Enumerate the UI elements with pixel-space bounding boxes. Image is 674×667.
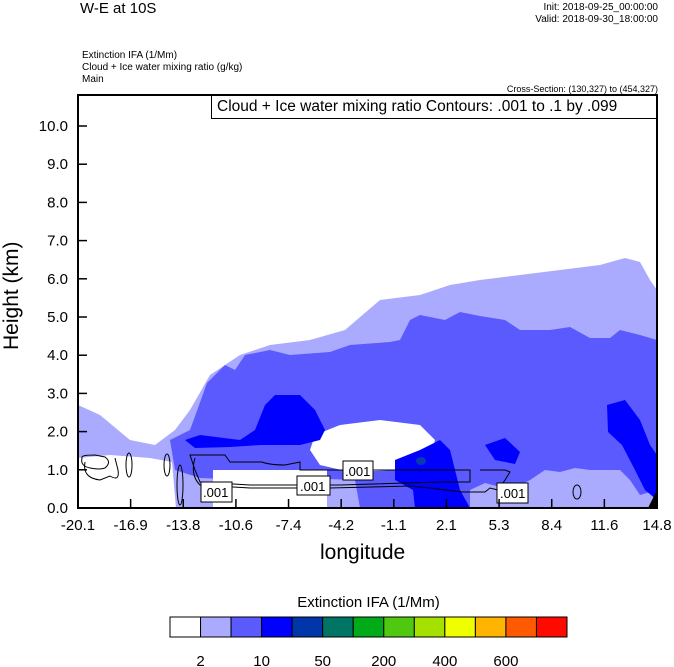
x-tick-label: 2.1	[436, 517, 457, 534]
colorbar-swatch	[352, 616, 385, 638]
x-tick-label: 11.6	[590, 517, 618, 534]
x-tick-label: -1.1	[381, 517, 407, 534]
colorbar-swatch	[291, 616, 324, 638]
y-axis-label: Height (km)	[0, 241, 23, 350]
field-label-mixing-ratio: Cloud + Ice water mixing ratio (g/kg)	[82, 62, 243, 73]
colorbar-label: 10	[253, 653, 270, 667]
x-axis-label: longitude	[320, 541, 406, 564]
colorbar-swatch	[200, 616, 232, 638]
x-tick-label: 14.8	[642, 517, 671, 534]
colorbar-title: Extinction IFA (1/Mm)	[297, 594, 440, 611]
init-time: Init: 2018-09-25_00:00:00	[543, 2, 658, 13]
y-tick-label: 0.0	[47, 500, 68, 517]
filled-contours	[78, 258, 657, 508]
colorbar-swatch	[322, 616, 354, 638]
x-tick-label: 8.4	[541, 517, 562, 534]
plot-title: W-E at 10S	[80, 0, 157, 17]
y-tick-label: 10.0	[39, 118, 68, 135]
colorbar-swatch	[413, 616, 446, 638]
contour-line	[84, 457, 119, 481]
y-tick-label: 6.0	[47, 271, 68, 288]
contour-line	[81, 454, 109, 470]
axes: -20.1 -16.9 -13.8 -10.6 -7.4 -4.2 -1.1 2.1 5.3 8.…	[39, 118, 672, 534]
contour-label: .001	[345, 464, 370, 479]
y-tick-label: 5.0	[47, 309, 68, 326]
contour-labels: .001 .001 .001 .001	[200, 460, 529, 504]
y-tick-label: 9.0	[47, 156, 68, 173]
fill-blue-blob-4	[607, 400, 657, 500]
colorbar-swatch	[169, 616, 202, 638]
x-tick-label: -13.8	[166, 517, 200, 534]
fill-medium-blue	[170, 312, 657, 508]
x-tick-label: -10.6	[219, 517, 253, 534]
contour-line	[176, 464, 184, 506]
contour-line	[163, 453, 171, 477]
contour-info-box: Cloud + Ice water mixing ratio Contours:…	[211, 95, 657, 119]
field-label-extinction: Extinction IFA (1/Mm)	[82, 50, 178, 61]
colorbar-swatch	[261, 616, 293, 638]
colorbar-swatch	[505, 616, 537, 638]
y-tick-label: 1.0	[47, 462, 68, 479]
fill-white-lower-left	[78, 455, 176, 508]
valid-time: Valid: 2018-09-30_18:00:00	[535, 14, 658, 25]
fill-teal-spot	[416, 457, 426, 465]
colorbar-swatch	[230, 616, 263, 638]
contour-label: .001	[300, 479, 325, 494]
colorbar-label: 50	[314, 653, 331, 667]
colorbar-label: 200	[371, 653, 396, 667]
cross-section-label: Cross-Section: (130,327) to (454,327)	[506, 84, 658, 94]
x-tick-label: -4.2	[328, 517, 354, 534]
colorbar-label: 400	[432, 653, 457, 667]
contour-line	[125, 452, 133, 478]
x-tick-label: 5.3	[489, 517, 510, 534]
x-tick-label: -20.1	[61, 517, 95, 534]
colorbar-label: 2	[196, 653, 204, 667]
y-tick-label: 7.0	[47, 233, 68, 250]
colorbar-swatch	[444, 616, 476, 638]
fill-blue-blob-3	[485, 438, 520, 464]
colorbar-label: 600	[493, 653, 518, 667]
y-tick-label: 3.0	[47, 385, 68, 402]
fill-black-corner	[648, 490, 657, 508]
contour-label: .001	[203, 485, 228, 500]
x-tick-label: -7.4	[276, 517, 302, 534]
y-tick-label: 2.0	[47, 424, 68, 441]
y-tick-label: 4.0	[47, 347, 68, 364]
y-tick-label: 8.0	[47, 194, 68, 211]
contour-line	[572, 484, 582, 500]
x-tick-label: -16.9	[114, 517, 148, 534]
field-label-main: Main	[82, 74, 104, 85]
fill-blue-blob-1	[185, 395, 325, 448]
colorbar-swatch	[383, 616, 415, 638]
contour-label: .001	[500, 486, 525, 501]
colorbar: 2 10 50 200 400 600	[169, 616, 568, 667]
colorbar-swatch	[474, 616, 507, 638]
colorbar-swatch	[535, 616, 568, 638]
